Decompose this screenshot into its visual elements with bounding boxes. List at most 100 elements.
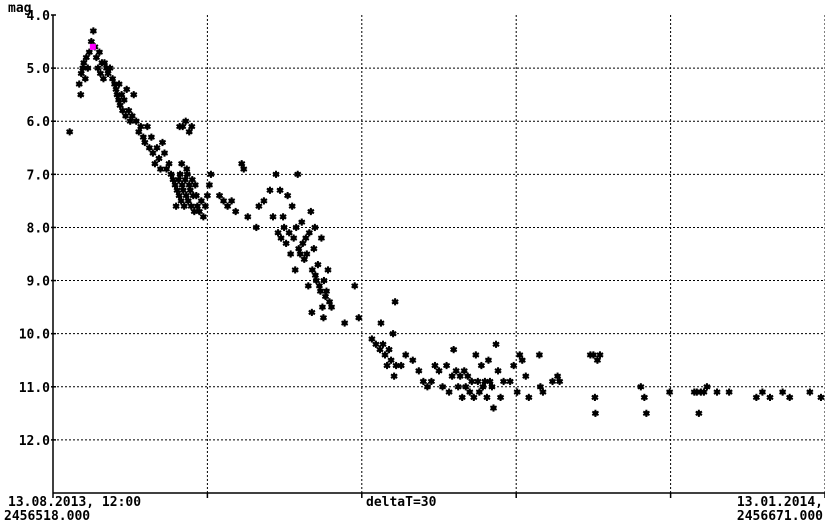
data-point [703,383,711,391]
y-tick-label: 4.0 [27,9,51,24]
x-start-date-label: 13.08.2013, 12:00 [8,495,141,510]
data-point [240,165,248,173]
data-point [295,245,303,253]
data-point [314,261,322,269]
data-points [66,27,825,417]
data-point [325,298,334,306]
y-tick-label: 9.0 [27,275,51,290]
data-point [153,144,161,152]
data-point [474,377,482,386]
data-point [94,64,102,72]
data-point [516,351,524,359]
y-tick-labels: 4.0 5.0 6.0 7.0 8.0 9.0 10.0 11.0 12.0 [19,9,56,449]
data-point [126,117,134,125]
data-point [536,383,545,391]
data-point [317,234,326,242]
data-point [145,144,153,152]
data-point [205,181,214,189]
data-point [193,202,201,210]
data-point [128,112,136,120]
data-point [484,356,493,364]
axes [52,15,825,498]
data-point [695,409,703,417]
y-tick-label: 7.0 [27,168,51,183]
data-point [185,128,193,136]
data-point [700,388,708,396]
data-point [409,356,417,364]
data-point [188,176,196,184]
data-point [77,69,85,78]
data-point [188,122,196,131]
data-point [280,223,288,232]
data-point [324,266,332,274]
data-point [279,213,287,221]
data-point [130,91,138,99]
data-point [431,361,439,370]
data-point [178,160,186,168]
data-point [238,160,246,168]
data-point [518,356,526,364]
data-point [307,207,315,216]
data-point [312,276,321,285]
data-point [464,372,472,380]
data-point [119,107,127,115]
data-point [423,383,432,391]
data-point [155,154,163,162]
data-point [187,202,195,210]
data-point [525,393,533,401]
data-point [555,377,564,386]
data-point [817,393,825,401]
data-point [311,223,319,232]
data-point [640,393,648,401]
data-point [454,383,462,391]
data-point [244,213,252,221]
data-point [488,383,496,391]
data-point [182,191,190,200]
data-point [385,346,393,354]
data-point [207,170,215,178]
data-point [139,133,147,141]
data-point [290,234,298,242]
data-point [298,218,306,226]
data-point [397,361,405,370]
data-point [368,335,376,343]
data-point [260,197,268,205]
data-point [477,361,486,370]
data-point [114,96,123,104]
data-point [232,207,240,216]
data-point [379,340,387,348]
data-point [341,319,349,327]
data-point [305,229,313,237]
data-point [302,234,310,242]
data-point [311,271,319,279]
data-point [637,383,645,391]
data-point [82,53,90,62]
data-point [104,69,112,78]
data-point [219,197,228,205]
data-point [591,393,599,401]
data-point [100,59,109,67]
data-point [141,138,149,147]
data-point [351,282,359,290]
data-point [75,80,83,88]
data-point [81,75,89,83]
highlight-points [89,43,96,50]
data-point [445,388,453,396]
data-point [310,245,318,253]
data-point [135,128,143,136]
data-point [160,149,169,157]
data-point [548,377,557,386]
data-point [415,367,423,375]
data-point [479,383,487,391]
data-point [642,409,650,417]
data-point [299,239,307,247]
data-point [115,80,123,88]
data-point [466,388,474,396]
data-point [402,351,410,359]
data-point [419,377,427,386]
data-point [593,356,602,364]
data-point [137,122,145,131]
data-point [458,393,466,401]
data-point [112,85,120,93]
data-point [162,165,171,173]
